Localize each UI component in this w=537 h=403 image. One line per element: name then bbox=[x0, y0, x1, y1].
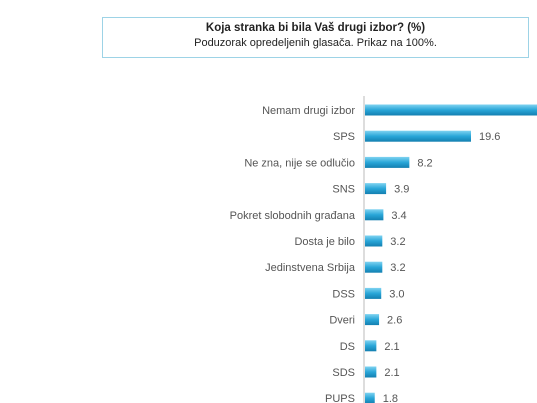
bar bbox=[365, 287, 382, 299]
category-label: SDS bbox=[332, 367, 355, 379]
bar bbox=[365, 235, 383, 247]
chart-title: Koja stranka bi bila Vaš drugi izbor? (%… bbox=[205, 22, 426, 34]
value-label: 3.0 bbox=[389, 288, 404, 300]
value-label: 3.4 bbox=[391, 210, 406, 222]
bar bbox=[365, 156, 410, 168]
chart-subtitle: Poduzorak opredeljenih glasača. Prikaz n… bbox=[194, 37, 437, 49]
bar bbox=[365, 209, 384, 221]
value-label: 3.2 bbox=[390, 262, 405, 274]
value-label: 2.1 bbox=[384, 341, 399, 353]
category-label: Nemam drugi izbor bbox=[262, 105, 355, 117]
category-label: Ne zna, nije se odlučio bbox=[244, 157, 355, 169]
category-label: Jedinstvena Srbija bbox=[265, 262, 356, 274]
bar bbox=[365, 392, 375, 403]
category-label: SPS bbox=[333, 131, 355, 143]
bar bbox=[365, 366, 377, 378]
bar bbox=[365, 183, 387, 195]
bar bbox=[365, 104, 537, 116]
value-label: 2.1 bbox=[384, 367, 399, 379]
category-label: DSS bbox=[332, 288, 355, 300]
value-label: 3.9 bbox=[394, 184, 409, 196]
bar bbox=[365, 314, 380, 326]
category-label: Dveri bbox=[329, 315, 355, 327]
value-label: 19.6 bbox=[479, 131, 500, 143]
value-label: 3.2 bbox=[390, 236, 405, 248]
category-label: SNS bbox=[332, 184, 355, 196]
category-label: PUPS bbox=[325, 393, 355, 403]
chart-title-box: Koja stranka bi bila Vaš drugi izbor? (%… bbox=[102, 17, 529, 58]
bar bbox=[365, 130, 471, 142]
category-label: DS bbox=[340, 341, 355, 353]
value-label: 2.6 bbox=[387, 315, 402, 327]
bar bbox=[365, 340, 377, 352]
category-label: Dosta je bilo bbox=[294, 236, 355, 248]
bar bbox=[365, 261, 383, 273]
category-label: Pokret slobodnih građana bbox=[230, 210, 356, 222]
value-label: 1.8 bbox=[383, 393, 398, 403]
value-label: 8.2 bbox=[417, 157, 432, 169]
